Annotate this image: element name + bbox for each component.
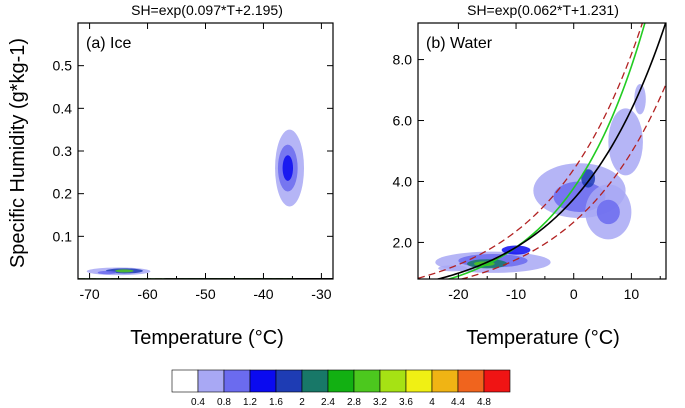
panel-water: SH=exp(0.062*T+1.231) -20 -10 0 10 2.0 4.0 6.0…: [393, 2, 667, 302]
colorbar-label: 2.8: [347, 397, 361, 408]
ice-y-tick-label: 0.5: [53, 58, 73, 74]
ice-y-tick-label: 0.4: [53, 100, 73, 116]
water-x-tick-label: -20: [448, 286, 468, 302]
ice-y-tick-label: 0.2: [53, 186, 73, 202]
ice-x-tick-label: -70: [79, 286, 99, 302]
x-axis-label-a: Temperature (°C): [130, 327, 284, 349]
colorbar-swatch: [457, 369, 485, 393]
ice-x-tick-label: -30: [311, 286, 331, 302]
colorbar-swatch: [327, 369, 355, 393]
ice-y-tick-label: 0.1: [53, 228, 73, 244]
colorbar-label: 3.6: [399, 397, 413, 408]
colorbar-label: 2: [299, 397, 305, 408]
water-green-fit-curve: [446, 23, 646, 279]
panel-title-ice: SH=exp(0.097*T+2.195): [131, 2, 283, 18]
colorbar-swatch: [483, 369, 511, 393]
water-x-tick-label: 10: [624, 286, 640, 302]
water-density-blob-4: [596, 199, 620, 225]
water-y-tick-label: 6.0: [393, 113, 413, 129]
colorbar-label: 1.2: [243, 397, 257, 408]
colorbar-swatch: [431, 369, 459, 393]
colorbar-swatch: [275, 369, 303, 393]
colorbar-label: 2.4: [321, 397, 335, 408]
colorbar-label: 3.2: [373, 397, 387, 408]
colorbar-label: 0.8: [217, 397, 231, 408]
ice-y-tick-label: 0.3: [53, 143, 73, 159]
water-density-blob-2: [581, 169, 596, 188]
colorbar-swatch: [379, 369, 407, 393]
ice-x-tick-label: -60: [137, 286, 157, 302]
colorbar-swatch: [353, 369, 381, 393]
water-x-tick-label: -10: [506, 286, 526, 302]
panel-title-water: SH=exp(0.062*T+1.231): [467, 2, 619, 18]
colorbar-swatch: [405, 369, 433, 393]
colorbar-swatch: [197, 369, 225, 393]
colorbar: 0.4 0.8 1.2 1.6 2 2.4 2.8 3.2 3.6 4 4.4 4.8: [171, 369, 511, 408]
water-x-tick-label: 0: [570, 286, 578, 302]
plot-frame-water: [417, 22, 667, 280]
water-density-blob-6: [634, 83, 646, 115]
colorbar-label: 4.4: [451, 397, 465, 408]
colorbar-label: 4.8: [477, 397, 491, 408]
x-axis-label-b: Temperature (°C): [466, 327, 620, 349]
colorbar-swatch: [301, 369, 329, 393]
water-upper-bound-curve: [418, 23, 644, 279]
panel-label-water: (b) Water: [426, 35, 493, 52]
ice-density-blob-2: [282, 155, 294, 181]
colorbar-label: 4: [429, 397, 435, 408]
ice-density-blob-6: [97, 270, 117, 275]
ice-density-blob-5: [115, 269, 134, 273]
colorbar-swatch: [171, 369, 199, 393]
ice-x-tick-label: -50: [195, 286, 215, 302]
ice-x-tick-label: -40: [253, 286, 273, 302]
colorbar-swatch: [223, 369, 251, 393]
water-fit-curve: [435, 23, 666, 279]
colorbar-swatch: [249, 369, 277, 393]
panel-label-ice: (a) Ice: [86, 35, 131, 52]
water-y-tick-label: 8.0: [393, 52, 413, 68]
colorbar-label: 1.6: [269, 397, 283, 408]
water-y-tick-label: 4.0: [393, 173, 413, 189]
y-axis-label: Specific Humidity (g*kg-1): [7, 38, 29, 268]
colorbar-label: 0.4: [191, 397, 205, 408]
water-y-tick-label: 2.0: [393, 234, 413, 250]
water-density-blob-5: [608, 108, 643, 176]
panel-ice: SH=exp(0.097*T+2.195) -70 -60 -50 -40 -30 0.1…: [53, 2, 334, 302]
